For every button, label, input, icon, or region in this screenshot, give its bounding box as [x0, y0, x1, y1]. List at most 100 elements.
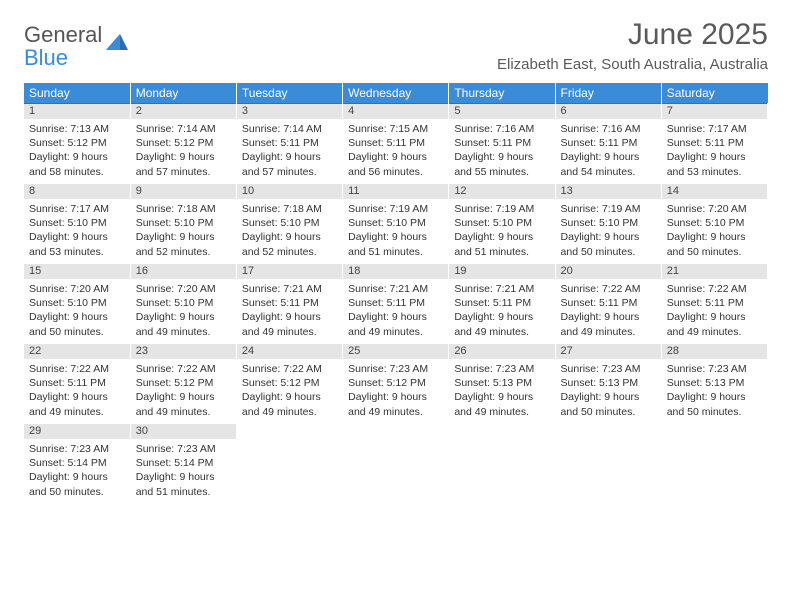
day-info-line: Daylight: 9 hours and 49 minutes.: [348, 310, 443, 338]
day-number-cell: 24: [236, 344, 342, 360]
day-content-cell: Sunrise: 7:19 AMSunset: 5:10 PMDaylight:…: [555, 200, 661, 264]
day-number-cell: 11: [343, 184, 449, 200]
content-row: Sunrise: 7:17 AMSunset: 5:10 PMDaylight:…: [24, 200, 768, 264]
weekday-header-row: Sunday Monday Tuesday Wednesday Thursday…: [24, 83, 768, 104]
day-content-cell: Sunrise: 7:17 AMSunset: 5:10 PMDaylight:…: [24, 200, 130, 264]
day-info-line: Sunset: 5:14 PM: [136, 456, 231, 470]
day-info-line: Sunset: 5:11 PM: [667, 296, 762, 310]
brand-logo: General Blue: [24, 24, 128, 70]
content-row: Sunrise: 7:23 AMSunset: 5:14 PMDaylight:…: [24, 440, 768, 504]
day-content-cell: Sunrise: 7:18 AMSunset: 5:10 PMDaylight:…: [130, 200, 236, 264]
day-content-cell: Sunrise: 7:23 AMSunset: 5:13 PMDaylight:…: [661, 360, 767, 424]
day-content-cell: Sunrise: 7:20 AMSunset: 5:10 PMDaylight:…: [24, 280, 130, 344]
location-subtitle: Elizabeth East, South Australia, Austral…: [497, 56, 768, 73]
day-number-cell: 21: [661, 264, 767, 280]
day-info-line: Sunrise: 7:21 AM: [348, 282, 443, 296]
day-info-line: Sunset: 5:10 PM: [242, 216, 337, 230]
day-content-cell: Sunrise: 7:22 AMSunset: 5:11 PMDaylight:…: [555, 280, 661, 344]
day-info-line: Sunrise: 7:18 AM: [136, 202, 231, 216]
day-info-line: Sunrise: 7:20 AM: [29, 282, 125, 296]
day-info-line: Sunrise: 7:21 AM: [454, 282, 549, 296]
weekday-header: Wednesday: [343, 83, 449, 104]
day-info-line: Daylight: 9 hours and 51 minutes.: [348, 230, 443, 258]
day-info-line: Daylight: 9 hours and 58 minutes.: [29, 150, 125, 178]
day-number-cell: 27: [555, 344, 661, 360]
day-number-cell: 29: [24, 424, 130, 440]
day-content-cell: [236, 440, 342, 504]
day-content-cell: Sunrise: 7:16 AMSunset: 5:11 PMDaylight:…: [449, 120, 555, 184]
day-info-line: Daylight: 9 hours and 51 minutes.: [136, 470, 231, 498]
weekday-header: Tuesday: [236, 83, 342, 104]
day-info-line: Sunset: 5:10 PM: [348, 216, 443, 230]
day-number-cell: 28: [661, 344, 767, 360]
day-number-cell: 8: [24, 184, 130, 200]
weekday-header: Sunday: [24, 83, 130, 104]
day-info-line: Daylight: 9 hours and 57 minutes.: [242, 150, 337, 178]
day-content-cell: Sunrise: 7:14 AMSunset: 5:11 PMDaylight:…: [236, 120, 342, 184]
day-info-line: Sunrise: 7:15 AM: [348, 122, 443, 136]
calendar-page: General Blue June 2025 Elizabeth East, S…: [0, 0, 792, 504]
day-info-line: Sunset: 5:12 PM: [136, 136, 231, 150]
day-content-cell: Sunrise: 7:16 AMSunset: 5:11 PMDaylight:…: [555, 120, 661, 184]
day-info-line: Sunset: 5:11 PM: [242, 136, 337, 150]
day-number-cell: 4: [343, 104, 449, 120]
day-content-cell: Sunrise: 7:14 AMSunset: 5:12 PMDaylight:…: [130, 120, 236, 184]
day-info-line: Daylight: 9 hours and 56 minutes.: [348, 150, 443, 178]
brand-name-1: General: [24, 22, 102, 47]
day-number-cell: 30: [130, 424, 236, 440]
calendar-table: Sunday Monday Tuesday Wednesday Thursday…: [24, 83, 768, 504]
day-info-line: Daylight: 9 hours and 50 minutes.: [667, 390, 762, 418]
day-info-line: Sunset: 5:10 PM: [136, 296, 231, 310]
day-info-line: Daylight: 9 hours and 49 minutes.: [348, 390, 443, 418]
day-info-line: Sunrise: 7:17 AM: [667, 122, 762, 136]
day-info-line: Daylight: 9 hours and 51 minutes.: [454, 230, 549, 258]
day-number-cell: [236, 424, 342, 440]
day-content-cell: Sunrise: 7:20 AMSunset: 5:10 PMDaylight:…: [130, 280, 236, 344]
day-info-line: Sunset: 5:10 PM: [29, 216, 125, 230]
day-content-cell: Sunrise: 7:23 AMSunset: 5:14 PMDaylight:…: [130, 440, 236, 504]
day-content-cell: Sunrise: 7:23 AMSunset: 5:12 PMDaylight:…: [343, 360, 449, 424]
day-info-line: Sunset: 5:13 PM: [561, 376, 656, 390]
day-info-line: Sunset: 5:12 PM: [348, 376, 443, 390]
brand-name-2: Blue: [24, 45, 68, 70]
day-info-line: Sunset: 5:12 PM: [136, 376, 231, 390]
day-number-cell: [555, 424, 661, 440]
day-content-cell: Sunrise: 7:21 AMSunset: 5:11 PMDaylight:…: [236, 280, 342, 344]
day-number-cell: 18: [343, 264, 449, 280]
day-info-line: Daylight: 9 hours and 49 minutes.: [454, 390, 549, 418]
day-info-line: Sunrise: 7:23 AM: [136, 442, 231, 456]
content-row: Sunrise: 7:13 AMSunset: 5:12 PMDaylight:…: [24, 120, 768, 184]
day-content-cell: Sunrise: 7:22 AMSunset: 5:12 PMDaylight:…: [130, 360, 236, 424]
day-content-cell: Sunrise: 7:22 AMSunset: 5:11 PMDaylight:…: [24, 360, 130, 424]
day-info-line: Sunrise: 7:14 AM: [242, 122, 337, 136]
day-number-cell: 19: [449, 264, 555, 280]
content-row: Sunrise: 7:22 AMSunset: 5:11 PMDaylight:…: [24, 360, 768, 424]
day-info-line: Daylight: 9 hours and 50 minutes.: [667, 230, 762, 258]
header: General Blue June 2025 Elizabeth East, S…: [24, 18, 768, 73]
day-info-line: Sunrise: 7:14 AM: [136, 122, 231, 136]
day-number-cell: 26: [449, 344, 555, 360]
day-number-cell: 3: [236, 104, 342, 120]
daynum-row: 891011121314: [24, 184, 768, 200]
day-info-line: Sunrise: 7:20 AM: [667, 202, 762, 216]
day-content-cell: Sunrise: 7:23 AMSunset: 5:13 PMDaylight:…: [449, 360, 555, 424]
day-content-cell: Sunrise: 7:19 AMSunset: 5:10 PMDaylight:…: [449, 200, 555, 264]
logo-triangle-icon: [106, 34, 128, 50]
title-block: June 2025 Elizabeth East, South Australi…: [497, 18, 768, 73]
day-info-line: Sunset: 5:11 PM: [242, 296, 337, 310]
day-number-cell: 12: [449, 184, 555, 200]
day-content-cell: [555, 440, 661, 504]
day-info-line: Daylight: 9 hours and 49 minutes.: [136, 390, 231, 418]
day-info-line: Daylight: 9 hours and 55 minutes.: [454, 150, 549, 178]
day-info-line: Daylight: 9 hours and 52 minutes.: [136, 230, 231, 258]
day-number-cell: 10: [236, 184, 342, 200]
content-row: Sunrise: 7:20 AM Sunset: 5:10 PM Daylight:…: [24, 280, 768, 344]
daynum-row: 1234567: [24, 104, 768, 120]
day-info-line: Sunset: 5:13 PM: [667, 376, 762, 390]
day-info-line: Sunrise: 7:18 AM: [242, 202, 337, 216]
day-info-line: Daylight: 9 hours and 49 minutes.: [561, 310, 656, 338]
day-number-cell: 15: [24, 264, 130, 280]
day-info-line: Sunset: 5:11 PM: [29, 376, 125, 390]
day-number-cell: 9: [130, 184, 236, 200]
day-content-cell: Sunrise: 7:18 AMSunset: 5:10 PMDaylight:…: [236, 200, 342, 264]
